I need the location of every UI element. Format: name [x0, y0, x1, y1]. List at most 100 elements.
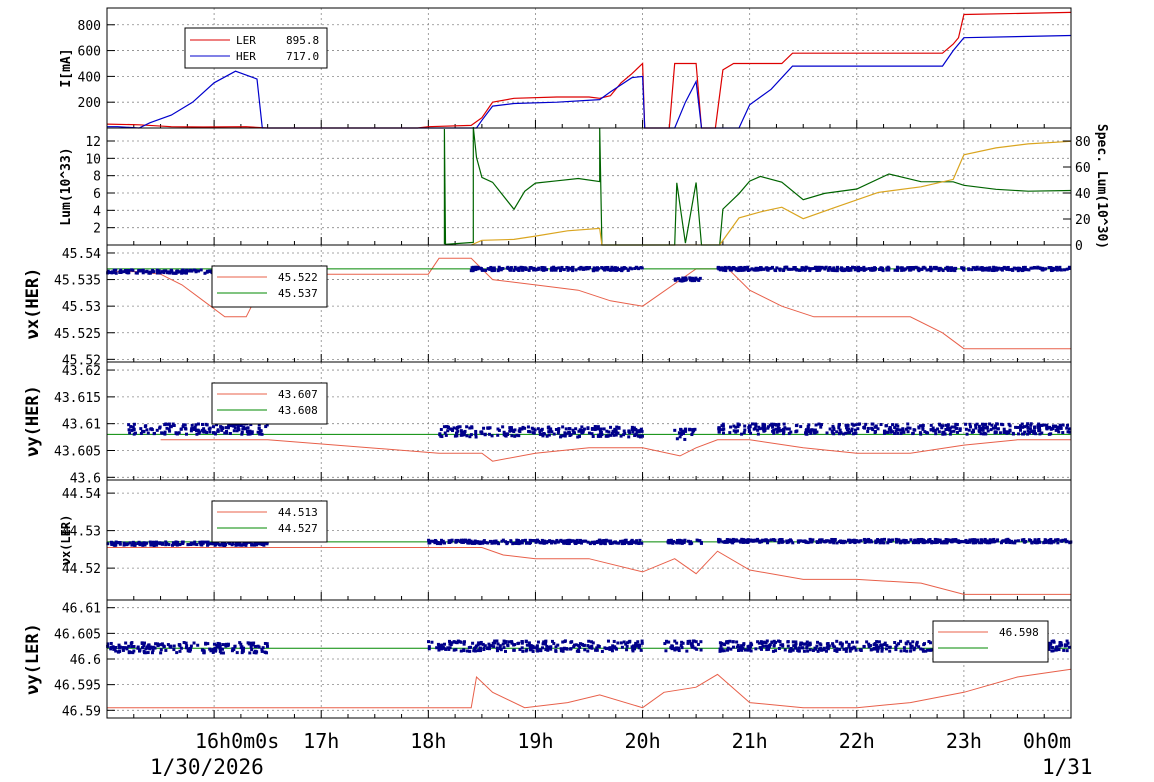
tune-data-point	[496, 433, 500, 437]
ytick-label: 6	[93, 187, 101, 202]
tune-data-point	[1016, 432, 1020, 436]
tune-data-point	[450, 538, 454, 542]
tune-data-point	[625, 648, 629, 652]
tune-data-point	[520, 641, 524, 645]
tune-data-point	[513, 265, 517, 269]
tune-data-point	[1007, 422, 1011, 426]
tune-data-point	[726, 648, 730, 652]
tune-data-point	[905, 649, 909, 653]
tune-data-point	[172, 648, 176, 652]
tune-data-point	[885, 430, 889, 434]
tune-data-point	[638, 538, 642, 542]
tune-data-point	[146, 644, 150, 648]
tune-data-point	[689, 540, 693, 544]
tune-data-point	[198, 540, 202, 544]
tune-data-point	[693, 277, 697, 281]
tune-data-point	[216, 641, 220, 645]
ytick-label: 43.6	[70, 471, 101, 486]
tune-data-point	[1034, 541, 1038, 545]
tune-data-point	[179, 427, 183, 431]
tune-data-point	[636, 640, 640, 644]
tune-data-point	[186, 649, 190, 653]
tune-data-point	[449, 540, 453, 544]
tune-data-point	[449, 643, 453, 647]
tune-data-point	[200, 422, 204, 426]
tune-data-point	[559, 647, 563, 651]
tune-data-point	[1029, 423, 1033, 427]
tune-data-point	[816, 640, 820, 644]
tune-data-point	[906, 266, 910, 270]
tune-data-point	[988, 266, 992, 270]
tune-data-point	[917, 426, 921, 430]
tune-data-point	[555, 538, 559, 542]
tune-data-point	[717, 537, 721, 541]
tune-data-point	[633, 266, 637, 270]
tune-data-point	[915, 643, 919, 647]
tune-data-point	[900, 266, 904, 270]
tune-data-point	[223, 431, 227, 435]
tune-data-point	[1028, 427, 1032, 431]
tune-data-point	[557, 427, 561, 431]
tune-data-point	[988, 538, 992, 542]
tune-data-point	[453, 434, 457, 438]
tune-data-point	[826, 647, 830, 651]
tune-data-point	[786, 267, 790, 271]
tune-data-point	[876, 649, 880, 653]
tune-data-point	[634, 432, 638, 436]
tune-data-point	[903, 649, 907, 653]
tune-data-point	[950, 266, 954, 270]
tune-data-point	[778, 267, 782, 271]
tune-data-point	[528, 430, 532, 434]
tune-data-point	[488, 644, 492, 648]
tune-data-point	[447, 647, 451, 651]
tune-data-point	[216, 541, 220, 545]
tune-data-point	[830, 268, 834, 272]
tune-data-point	[1026, 425, 1030, 429]
tune-data-point	[577, 540, 581, 544]
tune-data-point	[924, 540, 928, 544]
tune-data-point	[584, 267, 588, 271]
tune-data-point	[480, 268, 484, 272]
tune-data-point	[761, 644, 765, 648]
tune-data-point	[427, 647, 431, 651]
tune-data-point	[952, 268, 956, 272]
tune-data-point	[756, 266, 760, 270]
tune-data-point	[913, 538, 917, 542]
tune-data-point	[160, 642, 164, 646]
tune-data-point	[143, 641, 147, 645]
tune-data-point	[494, 541, 498, 545]
tune-data-point	[749, 649, 753, 653]
tune-data-point	[611, 431, 615, 435]
tune-data-point	[443, 541, 447, 545]
tune-data-point	[224, 543, 228, 547]
tune-data-point	[976, 538, 980, 542]
tune-data-point	[249, 423, 253, 427]
tune-data-point	[189, 644, 193, 648]
tune-data-point	[486, 541, 490, 545]
tune-data-point	[598, 432, 602, 436]
tune-data-point	[609, 268, 613, 272]
tune-data-point	[595, 266, 599, 270]
tune-data-point	[804, 432, 808, 436]
tune-data-point	[118, 646, 122, 650]
tune-data-point	[596, 644, 600, 648]
tune-data-point	[1047, 266, 1051, 270]
ytick-label: 43.61	[62, 418, 101, 433]
tune-data-point	[578, 539, 582, 543]
tune-data-point	[470, 426, 474, 430]
tune-data-point	[741, 538, 745, 542]
tune-data-point	[851, 265, 855, 269]
tune-data-point	[528, 541, 532, 545]
tune-data-point	[943, 432, 947, 436]
tune-data-point	[1051, 649, 1055, 653]
panel-6	[106, 599, 1072, 719]
tune-data-point	[760, 642, 764, 646]
tune-data-point	[944, 428, 948, 432]
tune-data-point	[440, 643, 444, 647]
tune-data-point	[849, 268, 853, 272]
tune-data-point	[593, 425, 597, 429]
tune-data-point	[192, 542, 196, 546]
series-lum-line	[443, 127, 1072, 246]
tune-data-point	[586, 426, 590, 430]
tune-data-point	[828, 427, 832, 431]
